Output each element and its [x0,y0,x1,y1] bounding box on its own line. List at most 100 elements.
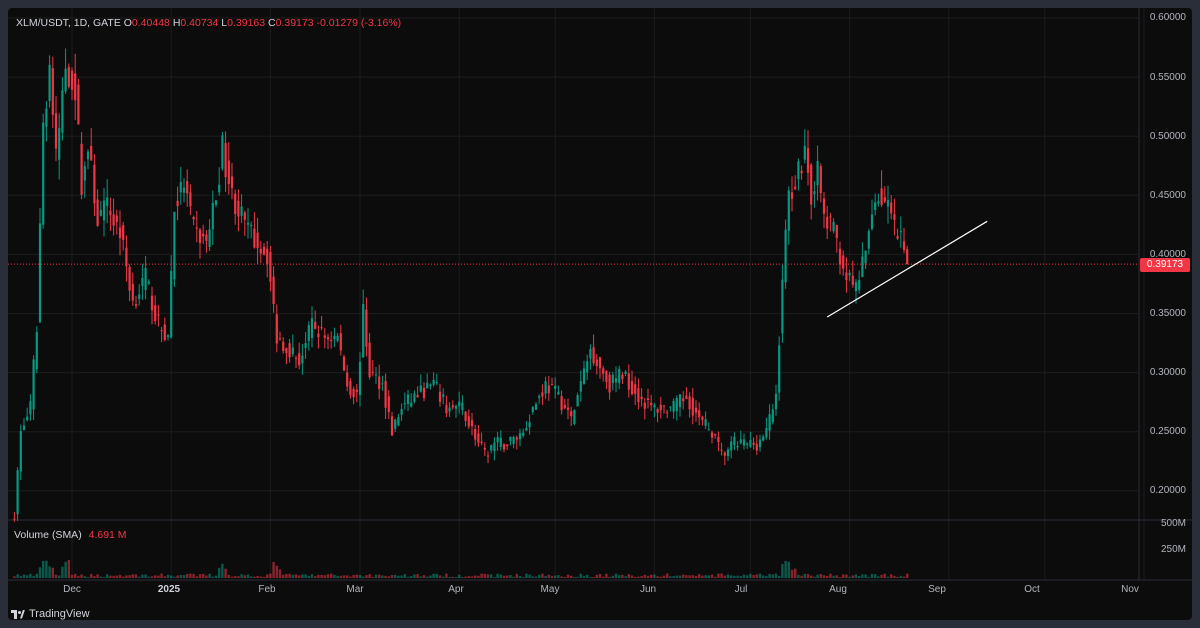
candle [650,402,653,406]
volume-bar [525,573,528,578]
candle [806,148,810,173]
volume-bar [858,576,861,578]
candle [589,348,592,359]
candle [125,247,128,267]
volume-bar [586,574,589,578]
volume-bar [531,576,534,578]
candle [477,433,480,443]
candle [666,412,669,414]
volume-bar [259,576,262,578]
volume-bar [202,573,205,578]
candle [198,229,202,243]
candle [787,190,790,231]
volume-bar [240,574,243,578]
candle [80,143,83,195]
volume-bar [410,576,413,578]
candle [682,398,685,402]
volume-bar [320,575,323,578]
candle [195,227,198,229]
volume-bar [272,561,275,578]
volume-bar [483,573,486,578]
volume-bar [819,573,822,578]
candle [365,309,368,347]
volume-bar [522,576,525,578]
volume-bar [771,574,774,578]
close-label: C [268,17,276,29]
volume-bar [96,574,99,578]
candle [547,385,550,394]
volume-bar [870,573,874,578]
candle [317,333,320,338]
volume-bar [400,575,403,578]
candle [272,276,275,305]
volume-bar [784,560,787,578]
volume-bar [26,575,29,578]
candle [115,215,118,222]
tradingview-branding[interactable]: TradingView [11,608,90,620]
candle [707,429,710,431]
volume-bar [54,574,58,578]
volume-bar [64,561,67,578]
candle [816,160,819,186]
candle [109,210,112,216]
candle [774,393,778,410]
candle [605,371,608,383]
candle [714,434,717,436]
volume-bar [842,574,845,578]
candle [397,417,400,426]
volume-bar [806,574,810,578]
candle [166,335,170,337]
volume-bar [192,573,195,578]
candle [442,394,445,397]
candle [304,343,307,348]
volume-bar [310,574,314,578]
volume-bar [150,576,154,578]
volume-bar [835,575,838,578]
candle [330,339,333,342]
candle [371,371,374,373]
volume-bar [650,574,653,578]
candle [170,270,173,338]
candle [454,405,458,409]
candle [506,444,509,447]
volume-bar [445,573,448,578]
candle [13,518,16,520]
volume-bar [90,573,93,578]
price-tick: 0.20000 [1149,485,1186,496]
candle [157,314,160,316]
volume-bar [781,564,784,578]
volume-bar [243,575,246,578]
volume-bar [611,575,614,578]
volume-bar [179,574,182,578]
candle [800,170,803,174]
price-tick: 0.50000 [1149,131,1186,142]
price-tick: 0.30000 [1149,367,1186,378]
candle [755,444,758,451]
volume-bar [512,576,515,578]
volume-bar [195,576,198,578]
candle [883,197,886,202]
volume-bar [403,574,406,578]
volume-bar [598,573,602,578]
volume-bar [99,576,102,578]
volume-bar [592,576,595,578]
volume-bar [618,575,621,578]
price-tick: 0.60000 [1149,12,1186,23]
volume-bar [13,576,16,578]
candle [656,409,659,413]
candle [77,84,80,125]
candle [278,338,282,340]
volume-bar [742,574,746,578]
candle [870,214,874,229]
volume-bar [16,574,19,578]
candle [374,374,378,376]
candle [70,70,74,90]
candle [570,411,573,417]
candlestick-chart[interactable] [8,8,1192,620]
candle [822,198,826,214]
candle [22,425,26,430]
price-tick: 0.25000 [1149,426,1186,437]
volume-bar [448,576,451,578]
candle [35,332,38,369]
open-label: O [123,17,132,29]
